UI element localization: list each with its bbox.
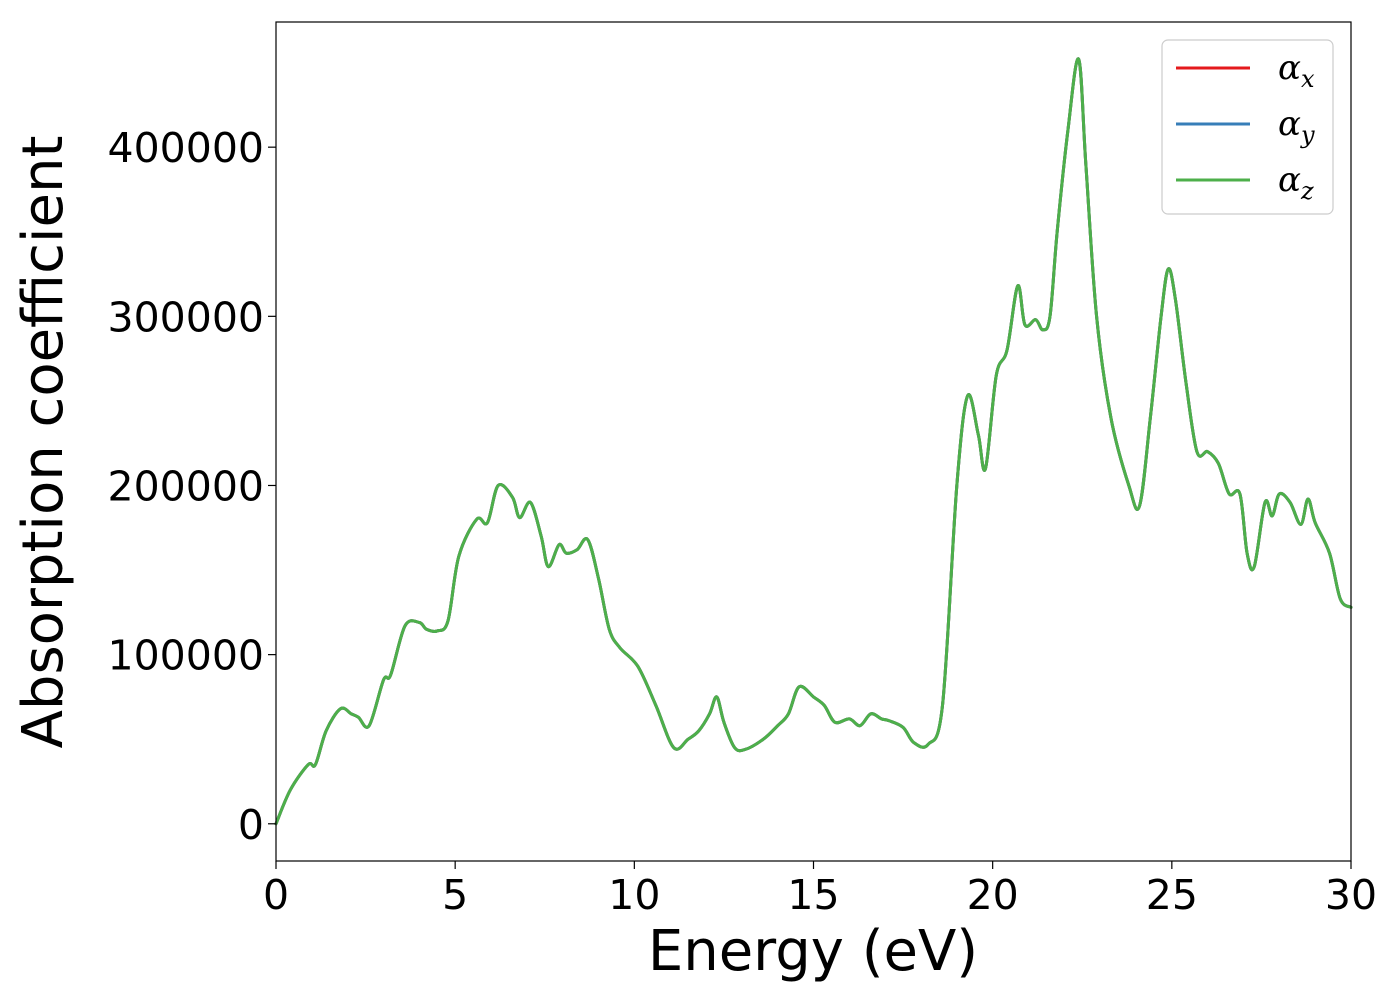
y-tick-label: 0 — [238, 801, 264, 849]
y-axis-label: Absorption coefficient — [11, 136, 76, 749]
x-tick-label: 30 — [1325, 871, 1377, 919]
legend-box — [1161, 39, 1334, 215]
legend-label-2: αz — [1278, 160, 1314, 205]
x-axis: 0 5 10 15 20 25 30 — [263, 861, 1377, 919]
y-tick-label: 300000 — [107, 293, 264, 341]
legend-label-0: αx — [1278, 48, 1315, 93]
legend-label-1: αy — [1278, 104, 1315, 149]
series-layer — [274, 57, 1353, 826]
x-tick-label: 25 — [1146, 871, 1198, 919]
x-tick-label: 20 — [967, 871, 1019, 919]
x-tick-label: 5 — [442, 871, 468, 919]
x-tick-label: 15 — [787, 871, 839, 919]
y-axis: 0 100000 200000 300000 400000 — [107, 124, 276, 849]
x-tick-label: 10 — [608, 871, 660, 919]
x-tick-label: 0 — [263, 871, 289, 919]
x-axis-label: Energy (eV) — [648, 919, 978, 984]
series-line-2 — [274, 57, 1353, 826]
y-tick-label: 100000 — [107, 632, 264, 680]
y-tick-label: 400000 — [107, 124, 264, 172]
legend: αx αy αz — [1161, 39, 1334, 215]
y-tick-label: 200000 — [107, 462, 264, 510]
